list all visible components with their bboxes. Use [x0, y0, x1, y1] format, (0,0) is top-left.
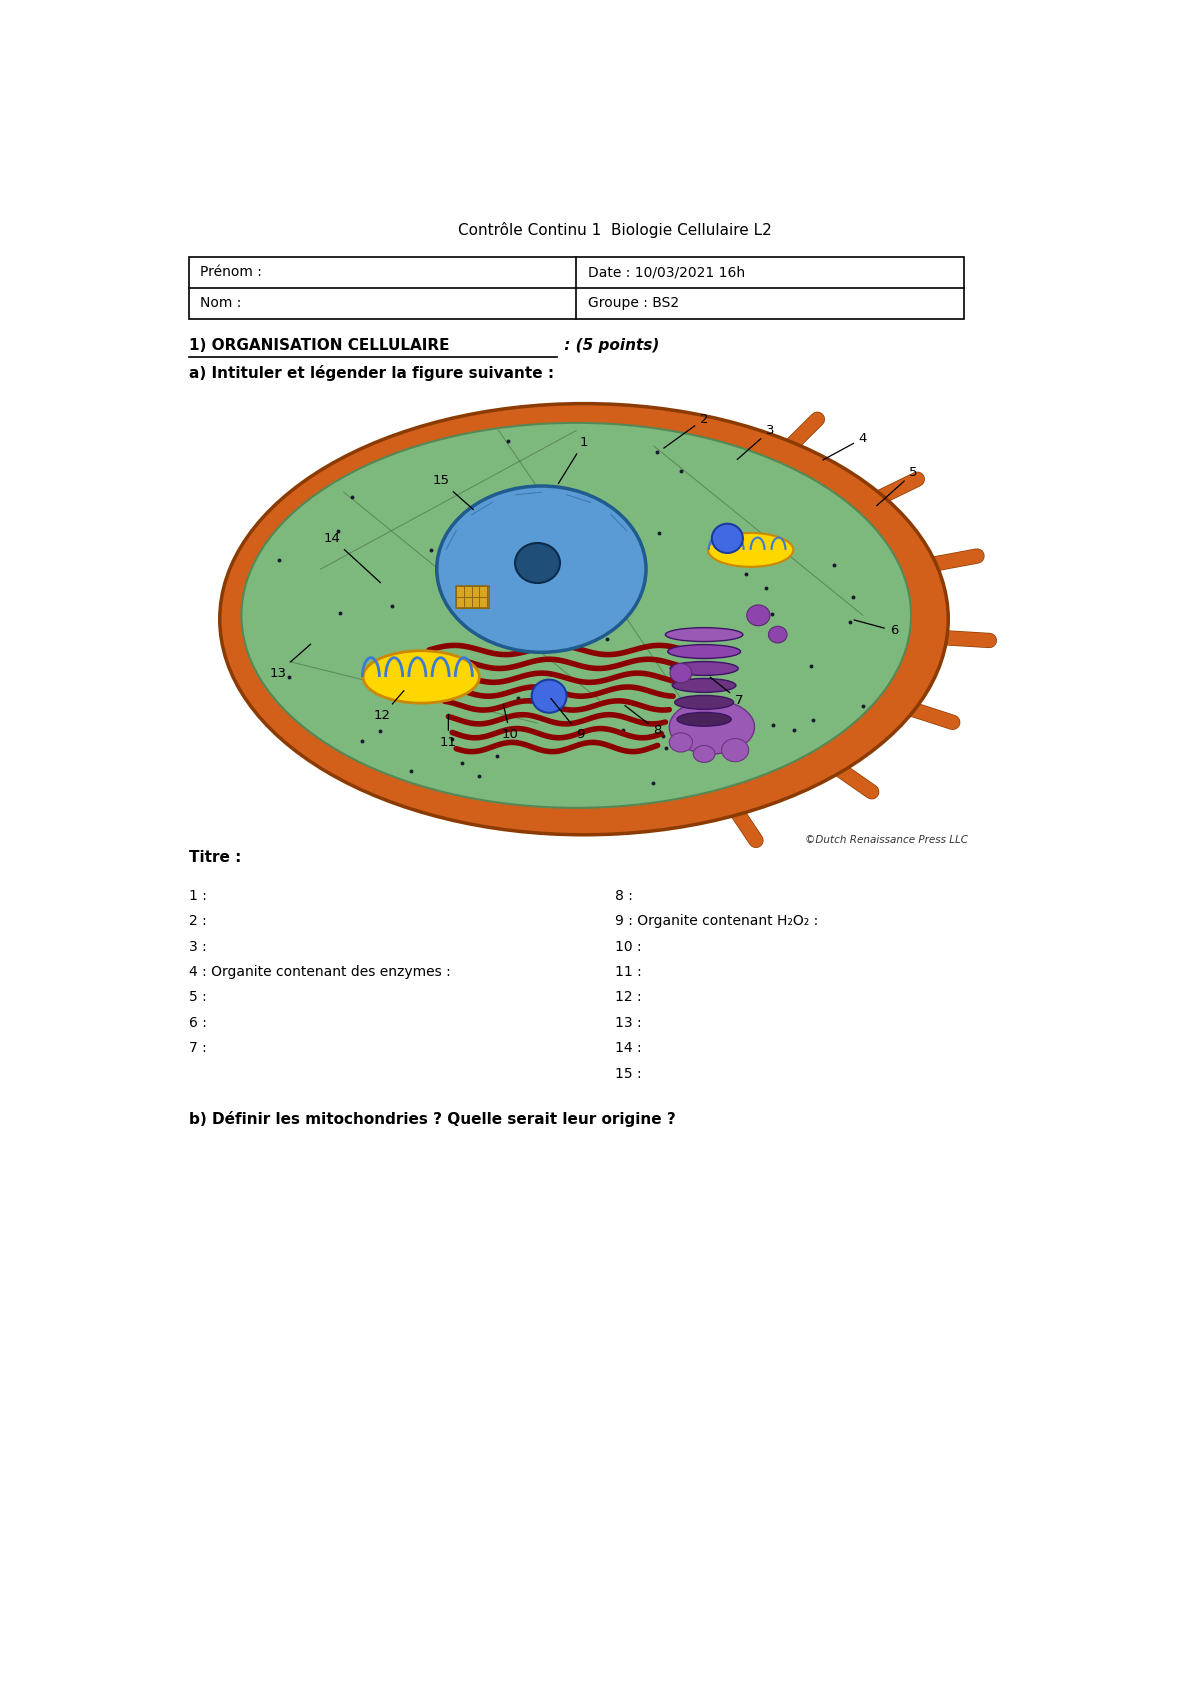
Text: 1: 1 [558, 436, 588, 483]
Ellipse shape [437, 486, 646, 653]
Text: 4: 4 [823, 432, 868, 459]
Ellipse shape [670, 663, 691, 683]
Text: a) Intituler et légender la figure suivante :: a) Intituler et légender la figure suiva… [188, 364, 554, 381]
Text: 15: 15 [432, 475, 474, 510]
Text: 2 :: 2 : [188, 914, 206, 929]
Text: 12: 12 [374, 690, 404, 722]
Text: 11: 11 [440, 714, 457, 749]
Text: Titre :: Titre : [188, 851, 241, 864]
Ellipse shape [515, 542, 560, 583]
Ellipse shape [712, 524, 743, 553]
Ellipse shape [532, 680, 566, 714]
Text: b) Définir les mitochondries ? Quelle serait leur origine ?: b) Définir les mitochondries ? Quelle se… [188, 1112, 676, 1127]
Ellipse shape [670, 732, 692, 753]
Ellipse shape [241, 422, 911, 809]
Text: 1) ORGANISATION CELLULAIRE: 1) ORGANISATION CELLULAIRE [188, 337, 449, 353]
Ellipse shape [667, 644, 740, 658]
Text: 3: 3 [737, 424, 774, 459]
Ellipse shape [364, 651, 479, 703]
Text: 5: 5 [877, 466, 918, 505]
Text: 7 :: 7 : [188, 1041, 206, 1056]
Text: 10 :: 10 : [616, 939, 642, 954]
Text: 10: 10 [502, 705, 518, 741]
Ellipse shape [220, 403, 948, 836]
Text: 13: 13 [269, 644, 311, 680]
Ellipse shape [670, 700, 755, 754]
Text: 6: 6 [854, 620, 898, 637]
Text: 5 :: 5 : [188, 990, 206, 1005]
Bar [456, 586, 488, 607]
Ellipse shape [677, 712, 731, 725]
Ellipse shape [694, 746, 715, 763]
Text: Nom :: Nom : [200, 297, 241, 310]
Text: 11 :: 11 : [616, 964, 642, 980]
Text: Contrôle Continu 1  Biologie Cellulaire L2: Contrôle Continu 1 Biologie Cellulaire L… [458, 222, 772, 239]
Text: 1 :: 1 : [188, 888, 206, 903]
Ellipse shape [674, 695, 733, 709]
Text: Groupe : BS2: Groupe : BS2 [588, 297, 679, 310]
Text: ©Dutch Renaissance Press LLC: ©Dutch Renaissance Press LLC [805, 836, 967, 844]
Text: Date : 10/03/2021 16h: Date : 10/03/2021 16h [588, 264, 745, 280]
Text: 3 :: 3 : [188, 939, 206, 954]
Ellipse shape [746, 605, 770, 625]
Text: 4 : Organite contenant des enzymes :: 4 : Organite contenant des enzymes : [188, 964, 450, 980]
Text: 15 :: 15 : [616, 1066, 642, 1081]
Ellipse shape [672, 678, 736, 692]
Text: 9 : Organite contenant H₂O₂ :: 9 : Organite contenant H₂O₂ : [616, 914, 818, 929]
Text: 8: 8 [625, 705, 662, 737]
Text: 9: 9 [551, 698, 584, 741]
Text: : (5 points): : (5 points) [559, 337, 660, 353]
Text: 12 :: 12 : [616, 990, 642, 1005]
Text: 7: 7 [710, 676, 743, 707]
Ellipse shape [768, 625, 787, 642]
Ellipse shape [708, 532, 793, 566]
Text: 2: 2 [664, 412, 708, 447]
Text: 14: 14 [324, 532, 380, 583]
Text: 8 :: 8 : [616, 888, 632, 903]
Text: Prénom :: Prénom : [200, 264, 263, 280]
Text: 6 :: 6 : [188, 1015, 206, 1031]
Text: 14 :: 14 : [616, 1041, 642, 1056]
Bar [188, 258, 964, 319]
Ellipse shape [665, 627, 743, 641]
Ellipse shape [721, 739, 749, 761]
Ellipse shape [670, 661, 738, 675]
Text: 13 :: 13 : [616, 1015, 642, 1031]
